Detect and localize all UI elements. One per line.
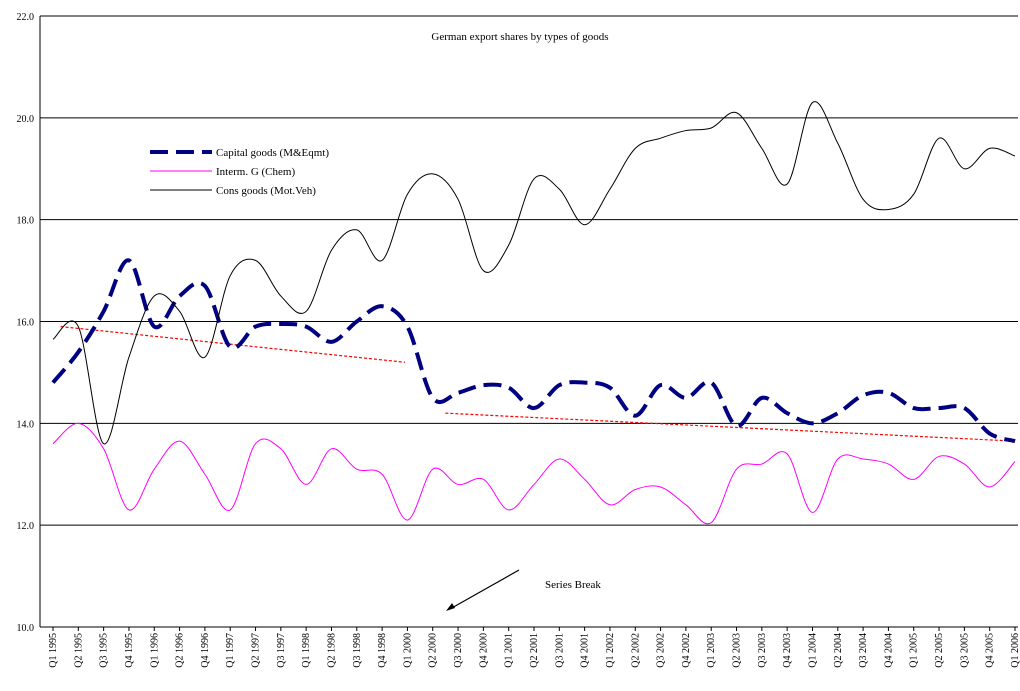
x-tick-label: Q3 2000 [453, 633, 464, 668]
x-tick-label: Q4 2002 [681, 633, 692, 668]
y-tick-label: 18.0 [17, 216, 35, 227]
legend-label: Interm. G (Chem) [216, 166, 295, 178]
x-tick-label: Q3 2003 [757, 633, 768, 668]
x-tick-label: Q2 1995 [73, 633, 84, 668]
y-tick-label: 12.0 [17, 521, 35, 532]
x-tick-label: Q1 2005 [909, 633, 920, 668]
x-tick-label: Q4 1996 [200, 633, 211, 668]
x-tick-label: Q2 2001 [529, 633, 540, 668]
x-tick-label: Q4 1998 [377, 633, 388, 668]
x-tick-label: Q1 1995 [48, 633, 59, 668]
x-tick-label: Q1 2004 [807, 633, 818, 668]
x-tick-label: Q1 2002 [605, 633, 616, 668]
chart-title: German export shares by types of goods [431, 31, 608, 43]
x-tick-label: Q2 2004 [833, 633, 844, 668]
trend-line [445, 412, 1016, 442]
x-tick-label: Q3 2001 [554, 633, 565, 668]
x-tick-label: Q2 2005 [934, 633, 945, 668]
series-line [52, 101, 1016, 445]
x-tick-label: Q4 2004 [883, 633, 894, 668]
y-tick-label: 14.0 [17, 419, 35, 430]
x-tick-label: Q2 2003 [732, 633, 743, 668]
x-tick-label: Q1 2006 [1010, 633, 1020, 668]
x-tick-label: Q3 2004 [858, 633, 869, 668]
annotation-arrow [449, 569, 520, 610]
x-tick-label: Q3 2002 [656, 633, 667, 668]
y-tick-label: 22.0 [17, 12, 35, 23]
trend-line [60, 325, 405, 363]
x-tick-label: Q4 2005 [985, 633, 996, 668]
x-tick-label: Q1 2003 [706, 633, 717, 668]
annotation: Series Break [545, 579, 601, 591]
x-tick-label: Q2 1996 [175, 633, 186, 668]
x-tick-label: Q1 2001 [504, 633, 515, 668]
x-tick-label: Q4 2001 [580, 633, 591, 668]
x-tick-label: Q3 1998 [352, 633, 363, 668]
x-tick-label: Q2 1997 [251, 633, 262, 668]
x-tick-label: Q3 1997 [276, 633, 287, 668]
y-tick-label: 16.0 [17, 318, 35, 329]
x-tick-label: Q4 2003 [782, 633, 793, 668]
series-line [52, 422, 1016, 525]
arrow-head [446, 603, 455, 611]
y-tick-label: 20.0 [17, 114, 35, 125]
x-tick-label: Q1 1997 [225, 633, 236, 668]
x-tick-label: Q3 1995 [99, 633, 110, 668]
x-tick-label: Q2 2002 [630, 633, 641, 668]
x-tick-label: Q1 1998 [301, 633, 312, 668]
y-tick-label: 10.0 [17, 623, 35, 634]
x-tick-label: Q4 2000 [478, 633, 489, 668]
x-tick-label: Q1 1996 [149, 633, 160, 668]
legend-label: Capital goods (M&Eqmt) [216, 147, 329, 159]
x-tick-label: Q2 1998 [326, 633, 337, 668]
x-tick-label: Q1 2000 [402, 633, 413, 668]
x-tick-label: Q2 2000 [428, 633, 439, 668]
x-tick-label: Q4 1995 [124, 633, 135, 668]
legend-label: Cons goods (Mot.Veh) [216, 185, 316, 197]
series-line [51, 258, 1016, 444]
x-tick-label: Q3 2005 [959, 633, 970, 668]
